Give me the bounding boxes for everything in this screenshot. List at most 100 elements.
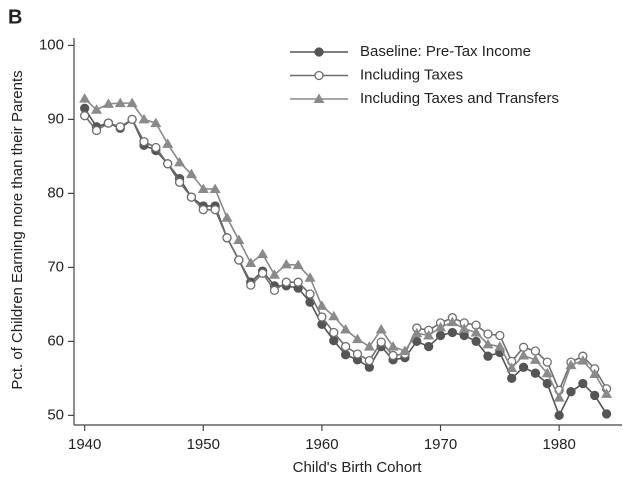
x-tick-label: 1950 [187,436,220,453]
data-point [329,335,339,346]
data-point [494,341,506,351]
x-tick-label: 1940 [68,436,101,453]
data-point [245,257,257,267]
data-point [411,327,423,338]
data-point [495,330,505,341]
series-line [84,107,608,418]
x-tick-label: 1960 [305,436,338,453]
legend-marker [314,47,324,57]
data-point [340,350,351,360]
data-point [541,367,553,378]
data-point [530,368,541,378]
data-point [174,156,186,167]
data-point [163,159,173,169]
x-axis-title: Child's Birth Cohort [293,459,423,476]
y-tick-label: 60 [47,332,64,349]
data-point [91,125,102,136]
data-point [388,350,398,361]
data-point [458,323,470,333]
data-point [328,310,340,321]
data-point [114,97,126,108]
data-point [186,192,197,202]
data-point [577,355,589,365]
legend-marker [313,93,325,103]
data-point [316,300,328,310]
data-point [447,327,458,338]
data-point [79,93,91,103]
data-point [151,142,161,153]
data-point [162,138,174,148]
data-point [280,258,292,269]
data-point [435,321,447,332]
data-point [126,97,138,108]
data-point [222,233,232,243]
y-tick-label: 50 [47,406,64,423]
data-point [127,114,137,125]
legend-label: Including Taxes [360,66,463,83]
data-point [80,111,90,121]
data-point [506,362,518,373]
data-point [139,136,149,147]
data-point [565,359,577,370]
data-point [518,362,529,372]
panel-label: B [8,6,22,28]
data-point [424,341,434,352]
data-point [507,373,517,384]
data-point [269,285,280,295]
data-point [518,349,530,360]
data-point [387,341,399,351]
data-point [185,168,197,179]
data-point [589,368,601,378]
data-point [446,316,458,327]
data-point [174,177,185,187]
data-point [482,338,494,349]
data-point [115,122,125,132]
legend-label: Including Taxes and Transfers [360,90,559,107]
y-tick-label: 80 [47,184,64,201]
data-point [590,390,600,401]
data-point [483,351,493,361]
data-point [257,248,269,259]
data-point [150,117,162,128]
data-point [103,118,114,128]
data-point [210,205,220,215]
data-point [363,341,375,351]
data-point [375,324,387,334]
data-point [91,104,103,114]
y-axis-title: Pct. of Children Earning more than their… [9,70,26,389]
data-point [234,255,244,265]
data-point [542,378,552,389]
data-point [246,280,256,290]
data-point [138,113,150,124]
data-point [198,205,208,215]
data-point [601,409,612,419]
data-point [578,378,588,389]
data-point [329,327,339,338]
data-point [351,333,363,344]
data-point [471,336,481,347]
legend-marker [314,70,324,81]
data-point [423,329,435,340]
data-point [102,98,114,108]
data-point [268,269,280,279]
data-point [352,349,363,359]
data-point [292,259,304,270]
data-point [376,337,386,347]
data-point [221,212,233,222]
y-tick-label: 90 [47,110,64,127]
data-point [566,387,576,397]
data-point [470,327,482,337]
data-point [305,289,315,299]
legend-label: Baseline: Pre-Tax Income [360,43,531,60]
data-point [317,312,327,322]
data-point [542,357,552,367]
data-point [553,392,565,402]
data-point [340,341,351,352]
data-point [530,346,541,356]
x-tick-label: 1980 [542,436,575,453]
data-point [364,355,375,366]
data-point [197,183,209,193]
data-point [529,354,541,364]
data-point [257,268,268,278]
